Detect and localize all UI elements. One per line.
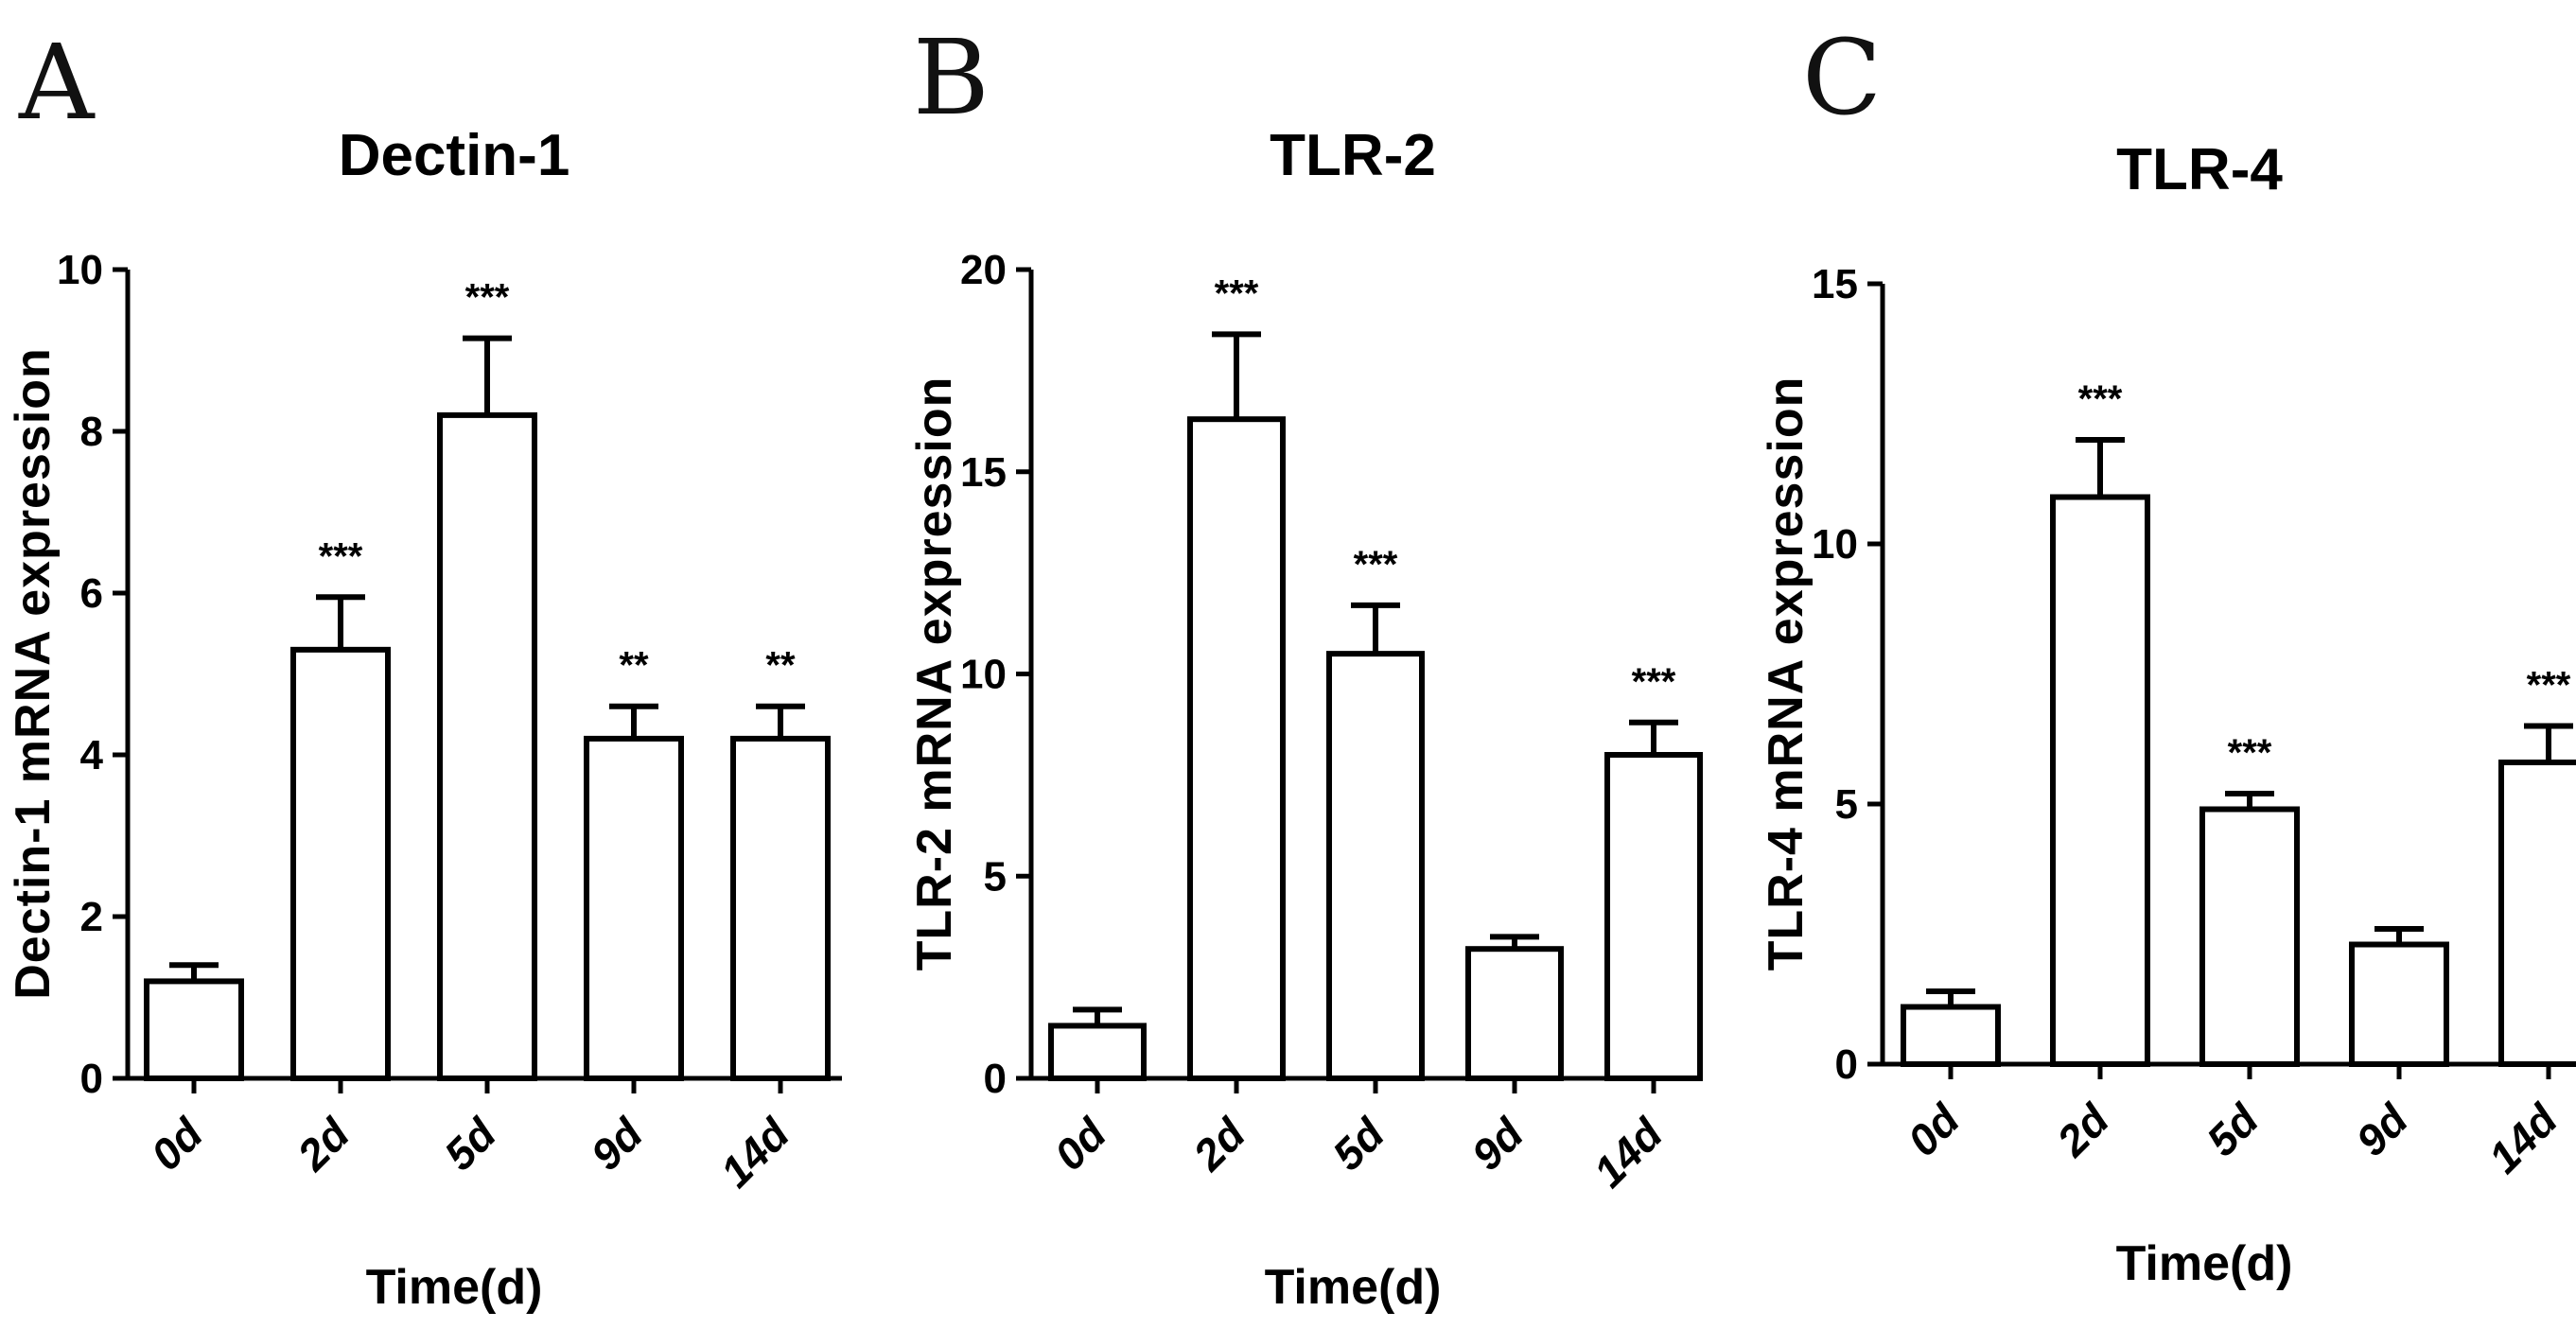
significance-marker: *** (2078, 378, 2123, 420)
x-tick-label: 0d (141, 1109, 212, 1180)
y-tick-label: 10 (1812, 521, 1858, 568)
x-tick-label: 2d (2047, 1094, 2119, 1166)
y-tick-label: 0 (1835, 1041, 1858, 1088)
significance-marker: *** (1215, 272, 1259, 314)
x-tick-label: 0d (1898, 1094, 1969, 1165)
bar-14d (730, 735, 831, 1082)
y-tick-label: 5 (1835, 781, 1858, 828)
bar-9d (584, 735, 684, 1082)
x-tick-label: 5d (434, 1109, 505, 1180)
y-axis-label: Dectin-1 mRNA expression (6, 347, 61, 1000)
x-axis-label: Time(d) (1265, 1260, 1442, 1315)
bar-5d (2199, 806, 2300, 1067)
bar-0d (1901, 1004, 2001, 1067)
chart-title: TLR-4 (2116, 137, 2283, 202)
bar-5d (1326, 651, 1425, 1081)
y-tick-label: 4 (80, 732, 104, 778)
y-axis-label: TLR-2 mRNA expression (907, 376, 962, 971)
significance-marker: *** (1354, 544, 1398, 586)
panel-a: A Dectin-1 Dectin-1 mRNA expression 0 2 4 6 8 10… (6, 22, 842, 1315)
significance-marker: *** (2527, 665, 2571, 707)
bar-2d (290, 646, 391, 1081)
y-tick-label: 20 (960, 247, 1007, 293)
x-tick-label: 2d (1183, 1109, 1255, 1180)
panel-letter: B (913, 17, 990, 138)
y-tick-label: 6 (80, 570, 103, 617)
y-tick-label: 10 (960, 652, 1007, 698)
significance-marker: *** (2228, 732, 2272, 774)
bar-9d (1465, 946, 1564, 1082)
x-tick-label: 5d (2197, 1094, 2268, 1165)
bar-14d (2498, 760, 2576, 1067)
y-axis-label: TLR-4 mRNA expression (1759, 376, 1814, 971)
y-tick-label: 15 (960, 449, 1007, 496)
chart-title: TLR-2 (1270, 123, 1436, 188)
bar-5d (437, 411, 537, 1081)
x-axis-label: Time(d) (2116, 1236, 2293, 1291)
significance-marker: ** (619, 645, 649, 687)
x-tick-label: 9d (581, 1109, 652, 1180)
y-tick-label: 10 (57, 247, 103, 293)
panel-c: C TLR-4 TLR-4 mRNA expression 0 5 10 15 0d 2d ***… (1759, 17, 2576, 1291)
significance-marker: *** (319, 535, 363, 577)
x-tick-label: 14d (710, 1109, 798, 1197)
significance-marker: *** (1632, 661, 1676, 703)
x-tick-label: 5d (1323, 1109, 1393, 1180)
x-tick-label: 2d (288, 1109, 359, 1180)
y-tick-label: 0 (984, 1056, 1007, 1102)
significance-marker: ** (765, 645, 796, 687)
y-tick-label: 5 (984, 853, 1007, 900)
significance-marker: *** (465, 277, 510, 319)
x-axis-label: Time(d) (366, 1260, 543, 1315)
bar-0d (1048, 1023, 1147, 1082)
x-tick-label: 14d (2479, 1094, 2567, 1182)
y-tick-label: 0 (80, 1056, 103, 1102)
y-tick-label: 8 (80, 409, 103, 455)
bar-14d (1604, 752, 1703, 1081)
y-tick-label: 2 (80, 894, 103, 940)
x-tick-label: 14d (1584, 1109, 1672, 1197)
bar-2d (1187, 416, 1286, 1081)
y-tick-label: 15 (1812, 261, 1858, 307)
x-tick-label: 0d (1044, 1109, 1115, 1180)
chart-title: Dectin-1 (339, 123, 570, 188)
panel-letter: C (1802, 17, 1882, 138)
bar-0d (144, 978, 244, 1082)
x-tick-label: 9d (1462, 1109, 1533, 1180)
bar-2d (2050, 494, 2150, 1067)
panel-letter: A (18, 22, 96, 143)
panel-b: B TLR-2 TLR-2 mRNA expression 0 5 10 15 20 0d 2d *… (907, 17, 1703, 1315)
bar-9d (2349, 941, 2449, 1067)
x-tick-label: 9d (2346, 1094, 2417, 1165)
